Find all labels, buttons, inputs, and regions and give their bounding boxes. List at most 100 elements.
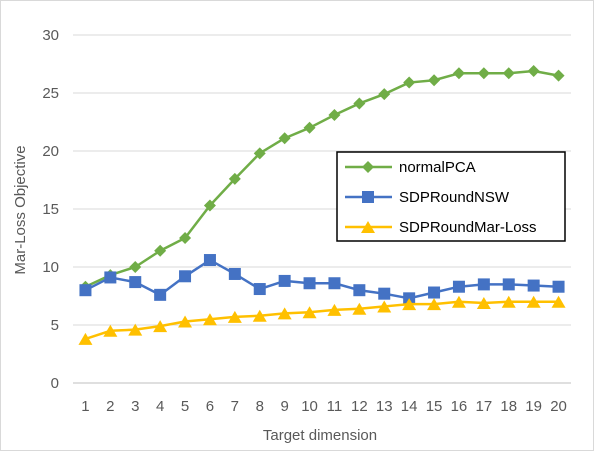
x-tick-label: 1 [81,398,89,415]
data-point [427,298,442,311]
legend-marker [361,221,375,233]
y-tick-label: 20 [42,143,59,160]
x-tick-label: 4 [156,398,164,415]
data-point [153,320,168,333]
legend-entry: SDPRoundNSW [345,189,510,206]
data-point [253,147,266,160]
x-tick-label: 2 [106,398,114,415]
data-point [476,296,491,309]
x-tick-label: 11 [327,398,343,415]
legend-label: SDPRoundMar-Loss [399,219,537,236]
series-SDPRoundNSW [79,254,565,305]
y-tick-label: 10 [42,259,59,276]
data-point [104,271,117,284]
data-point [502,67,515,80]
x-tick-label: 16 [451,398,468,415]
data-point [79,284,92,297]
data-point [278,274,291,287]
legend-label: SDPRoundNSW [399,189,510,206]
legend: normalPCA SDPRoundNSW SDPRoundMar-Loss [336,151,566,242]
data-point [202,313,217,326]
data-point [428,74,441,87]
data-point [452,280,465,293]
x-tick-label: 20 [550,398,567,415]
y-tick-label: 30 [42,27,59,44]
data-point [451,295,466,308]
data-point [128,323,143,336]
data-point [477,67,490,80]
data-point [227,310,242,323]
data-point [302,306,317,319]
data-point [352,302,367,315]
data-point [428,286,441,299]
x-tick-label: 12 [351,398,368,415]
gridlines [73,34,571,384]
data-point [552,69,565,82]
data-point [353,97,366,110]
legend-marker [362,161,374,173]
x-tick-label: 3 [131,398,139,415]
data-point [278,132,291,145]
x-tick-label: 17 [476,398,493,415]
data-point [253,283,266,296]
y-tick-label: 0 [51,375,59,392]
data-point [252,309,267,322]
data-point [328,109,341,122]
data-point [402,298,417,311]
data-point [327,303,342,316]
data-point [129,261,142,273]
data-point [277,307,292,320]
data-point [502,278,515,291]
data-point [452,67,465,80]
data-point [178,315,193,328]
x-axis-tick-labels: 1 2 3 4 5 6 7 8 9 10 11 12 13 14 15 16 17 18 19 20 [81,398,567,415]
data-point [228,267,241,280]
legend-entry: SDPRoundMar-Loss [345,219,537,236]
data-point [154,244,167,257]
y-axis-title: Mar-Loss Objective [12,145,29,274]
x-tick-label: 9 [280,398,288,415]
data-point [78,332,93,345]
data-point [552,280,565,293]
data-point [179,270,192,283]
x-tick-label: 5 [181,398,189,415]
y-tick-label: 25 [42,85,59,102]
x-tick-label: 14 [401,398,418,415]
x-tick-label: 19 [525,398,542,415]
data-point [353,284,366,297]
x-axis-title: Target dimension [263,427,377,444]
data-point [179,232,192,244]
x-tick-label: 7 [231,398,239,415]
x-tick-label: 18 [500,398,517,415]
data-point [501,295,516,308]
x-tick-label: 10 [301,398,318,415]
data-point [328,277,341,290]
data-point [154,288,167,301]
legend-label: normalPCA [399,159,476,176]
data-point [403,76,416,89]
legend-marker [362,191,374,203]
data-point [551,295,566,308]
data-point [477,278,490,291]
legend-entry: normalPCA [345,159,476,176]
data-point [378,287,391,300]
series-layer [78,64,566,345]
data-point [228,172,241,185]
data-point [129,276,142,289]
series-SDPRoundMar-Loss [78,295,566,345]
data-point [203,254,216,267]
data-point [303,277,316,290]
data-point [377,300,392,313]
data-point [526,295,541,308]
y-tick-label: 15 [42,201,59,218]
data-point [303,121,316,134]
x-tick-label: 13 [376,398,393,415]
x-tick-label: 6 [206,398,214,415]
x-tick-label: 8 [256,398,264,415]
x-tick-label: 15 [426,398,443,415]
data-point [103,324,118,337]
data-point [527,64,540,77]
y-tick-label: 5 [51,317,59,334]
series-line [85,300,559,341]
